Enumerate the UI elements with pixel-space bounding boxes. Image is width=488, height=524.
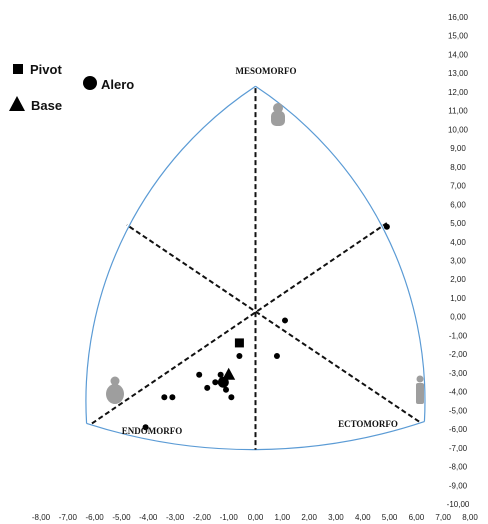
legend-label-pivot: Pivot — [30, 62, 62, 77]
x-tick-label: 2,00 — [301, 513, 317, 522]
y-tick-label: 1,00 — [450, 294, 466, 303]
x-tick-label: 8,00 — [462, 513, 478, 522]
data-point — [196, 371, 203, 378]
y-tick-label: -4,00 — [449, 388, 468, 397]
y-axis-ticks: -10,00 -9,00 -8,00 -7,00 -6,00 -5,00 -4,00 -3,0… — [447, 13, 470, 509]
ecto-figure-icon — [416, 375, 424, 404]
x-tick-label: 7,00 — [435, 513, 451, 522]
x-tick-label: 6,00 — [409, 513, 425, 522]
legend-circle-icon — [83, 76, 97, 90]
data-point — [236, 353, 243, 360]
legend: Pivot Alero Base — [9, 62, 134, 113]
x-tick-label: 0,00 — [248, 513, 264, 522]
y-tick-label: 13,00 — [448, 69, 469, 78]
x-tick-label: 3,00 — [328, 513, 344, 522]
x-tick-label: -4,00 — [139, 513, 158, 522]
y-tick-label: 14,00 — [448, 50, 469, 59]
x-tick-label: 1,00 — [275, 513, 291, 522]
data-point — [161, 394, 168, 401]
y-tick-label: 10,00 — [448, 125, 469, 134]
meso-label: MESOMORFO — [236, 66, 297, 76]
y-tick-label: 9,00 — [450, 144, 466, 153]
somatotype-axes — [91, 88, 420, 450]
data-point — [217, 371, 224, 378]
y-tick-label: 6,00 — [450, 200, 466, 209]
data-point — [273, 353, 280, 360]
point-pivot — [234, 338, 244, 348]
y-tick-label: -2,00 — [449, 350, 468, 359]
x-tick-label: -5,00 — [112, 513, 131, 522]
x-tick-label: 4,00 — [355, 513, 371, 522]
y-tick-label: -7,00 — [449, 444, 468, 453]
y-tick-label: 15,00 — [448, 32, 469, 41]
data-points — [142, 223, 390, 431]
y-tick-label: 12,00 — [448, 88, 469, 97]
y-tick-label: 5,00 — [450, 219, 466, 228]
data-point — [169, 394, 176, 401]
y-tick-label: -3,00 — [449, 369, 468, 378]
y-tick-label: -5,00 — [449, 406, 468, 415]
data-point — [383, 223, 390, 230]
x-axis-ticks: -8,00 -7,00 -6,00 -5,00 -4,00 -3,00 -2,00 -1,00… — [32, 513, 478, 522]
data-point — [228, 394, 235, 401]
y-tick-label: 11,00 — [448, 107, 468, 116]
legend-label-base: Base — [31, 98, 62, 113]
y-tick-label: 8,00 — [450, 163, 466, 172]
y-tick-label: 2,00 — [450, 275, 466, 284]
outline-arc-right — [255, 85, 426, 422]
y-tick-label: 16,00 — [448, 13, 469, 22]
y-tick-label: 4,00 — [450, 238, 466, 247]
x-tick-label: 5,00 — [382, 513, 398, 522]
axis-line-endo-to-ecto-top — [91, 222, 388, 425]
legend-square-icon — [13, 64, 23, 74]
data-point — [223, 386, 230, 393]
x-tick-label: -6,00 — [86, 513, 105, 522]
meso-figure-icon — [271, 103, 285, 126]
x-tick-label: -3,00 — [166, 513, 185, 522]
x-tick-label: -7,00 — [59, 513, 78, 522]
ecto-label: ECTOMORFO — [338, 419, 398, 429]
data-point — [281, 317, 288, 324]
y-tick-label: -8,00 — [449, 463, 468, 472]
y-tick-label: -10,00 — [447, 500, 470, 509]
point-base — [222, 367, 236, 380]
y-tick-label: 7,00 — [450, 182, 466, 191]
axis-line-ecto-to-endo-top — [126, 224, 420, 423]
data-point — [142, 424, 149, 431]
legend-triangle-icon — [9, 96, 25, 111]
y-tick-label: -1,00 — [449, 331, 468, 340]
endo-figure-icon — [106, 376, 124, 404]
legend-label-alero: Alero — [101, 77, 134, 92]
y-tick-label: -9,00 — [449, 481, 468, 490]
outline-arc-left — [85, 85, 256, 424]
endo-label: ENDOMORFO — [122, 426, 183, 436]
x-tick-label: -1,00 — [220, 513, 239, 522]
y-tick-label: 3,00 — [450, 257, 466, 266]
y-tick-label: -6,00 — [449, 425, 468, 434]
data-point — [204, 384, 211, 391]
x-tick-label: -8,00 — [32, 513, 51, 522]
body-figures — [106, 103, 424, 404]
x-tick-label: -2,00 — [193, 513, 212, 522]
y-tick-label: 0,00 — [450, 313, 466, 322]
data-point — [212, 379, 219, 386]
